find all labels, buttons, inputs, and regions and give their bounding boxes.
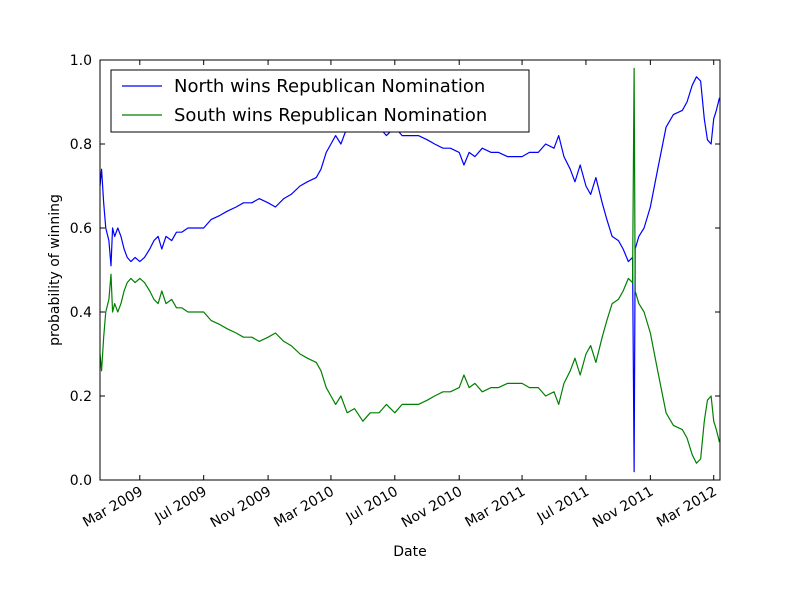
y-tick-label: 0.4 (70, 305, 92, 321)
legend-label-north: North wins Republican Nomination (174, 76, 485, 97)
legend-box (110, 69, 530, 133)
y-tick-label: 1.0 (70, 53, 92, 69)
legend: North wins Republican Nomination South w… (110, 69, 530, 133)
series-line-north (99, 76, 721, 473)
series-line-south (99, 67, 721, 464)
plot-frame (99, 59, 721, 481)
x-axis-label: Date (393, 544, 426, 560)
y-axis: 0.0 0.2 0.4 0.6 0.8 1.0 (70, 53, 720, 489)
legend-label-south: South wins Republican Nomination (174, 105, 487, 126)
series-layer (99, 67, 721, 473)
y-tick-label: 0.2 (70, 389, 92, 405)
y-tick-label: 0.6 (70, 221, 92, 237)
y-tick-label: 0.0 (70, 473, 92, 489)
y-tick-label: 0.8 (70, 137, 92, 153)
y-axis-label: probability of winning (47, 194, 63, 346)
